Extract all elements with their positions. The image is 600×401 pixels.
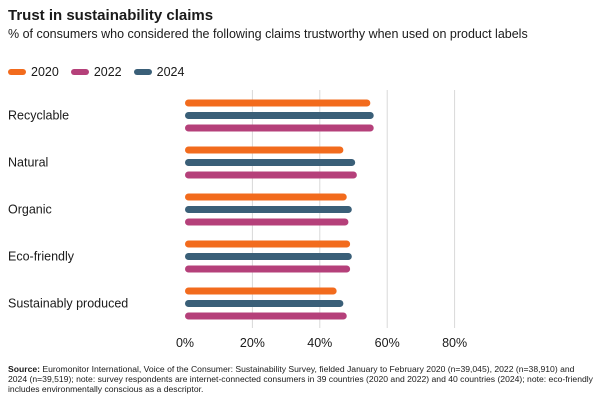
bar-recyclable-2024 (185, 112, 374, 119)
x-tick-label: 0% (176, 336, 194, 350)
x-tick-label: 60% (375, 336, 400, 350)
bar-organic-2024 (185, 206, 352, 213)
legend: 2020 2022 2024 (8, 65, 184, 79)
legend-item-2024: 2024 (133, 65, 185, 79)
legend-label-2024: 2024 (156, 65, 185, 79)
bar-recyclable-2022 (185, 124, 374, 132)
legend-item-2022: 2022 (70, 65, 122, 79)
legend-swatch-2020 (8, 69, 26, 75)
bar-sustainably-produced-2022 (185, 312, 347, 320)
bar-natural-2020 (185, 146, 344, 154)
category-label: Natural (8, 156, 48, 170)
x-tick-label: 80% (442, 336, 467, 350)
bar-recyclable-2020 (185, 99, 371, 107)
legend-item-2020: 2020 (8, 65, 59, 79)
x-tick-label: 40% (307, 336, 332, 350)
category-label: Eco-friendly (8, 250, 75, 264)
legend-swatch-2022 (70, 69, 89, 75)
category-label: Organic (8, 203, 52, 217)
bar-organic-2022 (185, 218, 349, 226)
legend-label-2020: 2020 (31, 65, 59, 79)
source-label: Source: (8, 364, 40, 374)
bar-natural-2022 (185, 171, 357, 179)
chart-subtitle: % of consumers who considered the follow… (8, 27, 528, 41)
bar-sustainably-produced-2024 (185, 300, 344, 307)
x-tick-label: 20% (240, 336, 265, 350)
bar-eco-friendly-2022 (185, 265, 351, 273)
chart-title: Trust in sustainability claims (8, 7, 214, 24)
bar-eco-friendly-2024 (185, 253, 352, 260)
category-label: Recyclable (8, 109, 69, 123)
source-footnote: Source: Euromonitor International, Voice… (8, 364, 594, 395)
bar-sustainably-produced-2020 (185, 287, 337, 295)
category-label: Sustainably produced (8, 297, 128, 311)
legend-swatch-2024 (133, 69, 152, 75)
legend-label-2022: 2022 (93, 65, 122, 79)
bar-eco-friendly-2020 (185, 240, 351, 248)
bar-organic-2020 (185, 193, 347, 201)
bar-natural-2024 (185, 159, 356, 166)
source-text: Euromonitor International, Voice of the … (8, 364, 593, 395)
